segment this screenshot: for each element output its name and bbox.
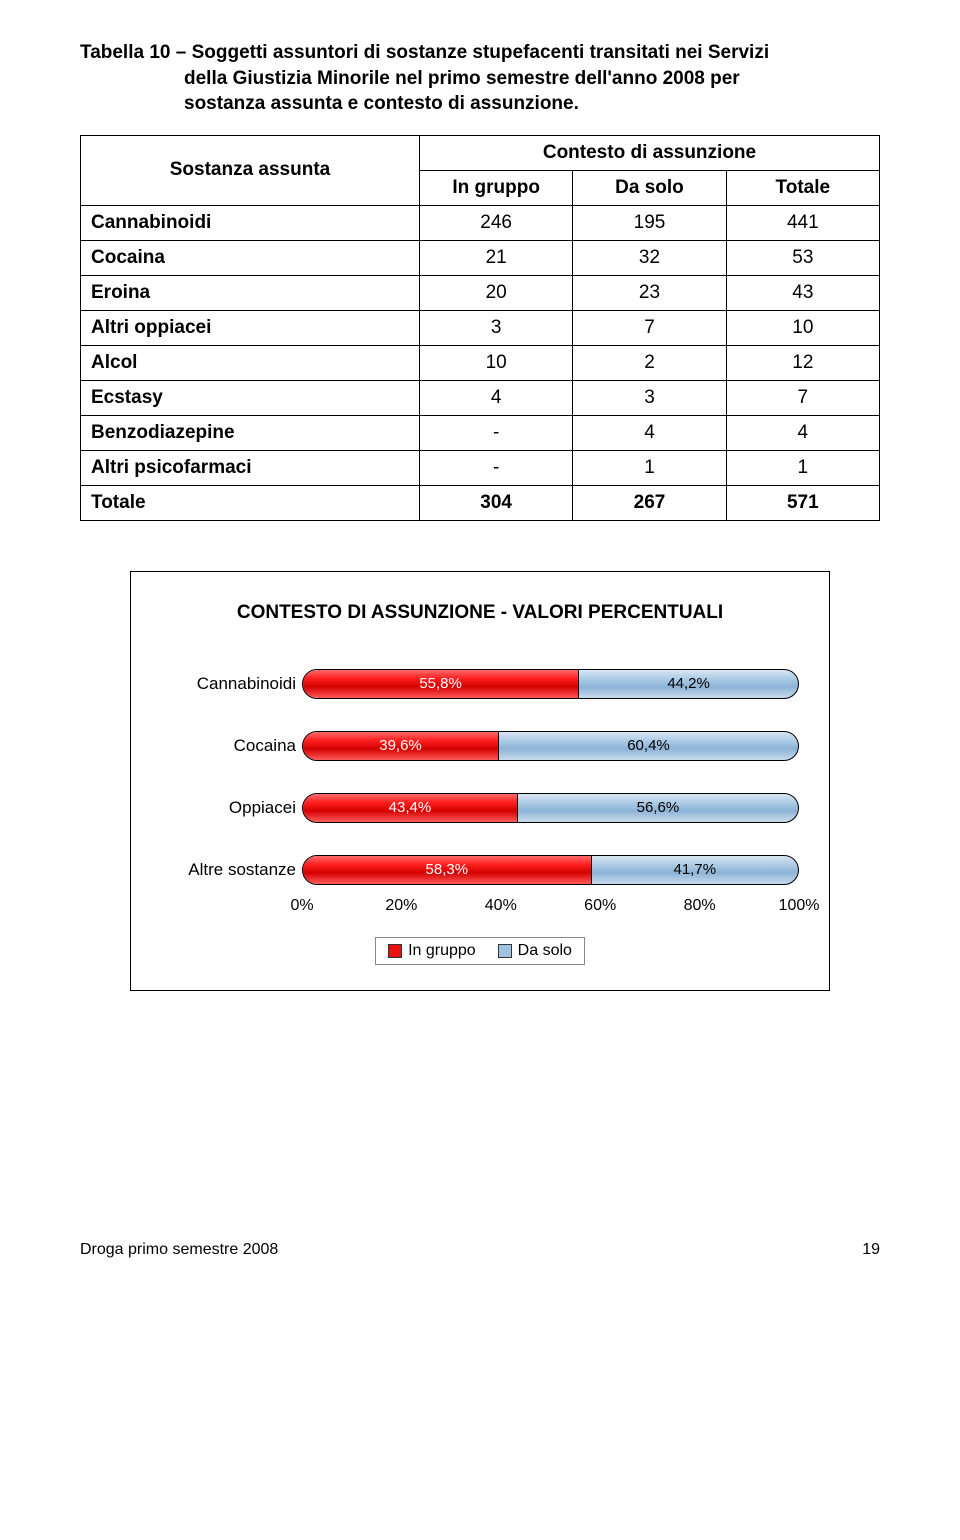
col-header-2: Totale: [726, 170, 879, 205]
bar-row: Cannabinoidi55,8%44,2%: [161, 669, 799, 699]
cell-value: 441: [726, 205, 879, 240]
chart-container: CONTESTO DI ASSUNZIONE - VALORI PERCENTU…: [130, 571, 830, 991]
cell-value: 12: [726, 345, 879, 380]
cell-value: 2: [573, 345, 726, 380]
cell-value: 3: [419, 310, 572, 345]
bar-label: Altre sostanze: [161, 860, 302, 880]
stacked-bar: 58,3%41,7%: [302, 855, 799, 885]
axis-tick: 100%: [779, 897, 820, 915]
row-label: Altri psicofarmaci: [81, 450, 420, 485]
legend-item-red: In gruppo: [388, 942, 476, 960]
stacked-bar: 39,6%60,4%: [302, 731, 799, 761]
total-val-0: 304: [419, 485, 572, 520]
table-row: Alcol10212: [81, 345, 880, 380]
square-icon: [498, 944, 512, 958]
bar-segment-blue: 56,6%: [518, 794, 798, 822]
page-footer: Droga primo semestre 2008 19: [80, 1241, 880, 1259]
row-header: Sostanza assunta: [81, 135, 420, 205]
cell-value: 43: [726, 275, 879, 310]
cell-value: 23: [573, 275, 726, 310]
cell-value: 53: [726, 240, 879, 275]
bar-label: Oppiacei: [161, 798, 302, 818]
row-label: Eroina: [81, 275, 420, 310]
bar-label: Cannabinoidi: [161, 674, 302, 694]
bar-segment-red: 43,4%: [303, 794, 518, 822]
cell-value: 10: [419, 345, 572, 380]
cell-value: 1: [573, 450, 726, 485]
bar-row: Oppiacei43,4%56,6%: [161, 793, 799, 823]
bar-segment-blue: 60,4%: [499, 732, 798, 760]
total-val-2: 571: [726, 485, 879, 520]
x-axis: 0%20%40%60%80%100%: [161, 897, 799, 919]
footer-page-number: 19: [862, 1241, 880, 1259]
cell-value: 7: [573, 310, 726, 345]
legend-item-blue: Da solo: [498, 942, 572, 960]
title-line-3: sostanza assunta e contesto di assunzion…: [80, 91, 880, 117]
footer-left: Droga primo semestre 2008: [80, 1241, 278, 1259]
cell-value: 195: [573, 205, 726, 240]
cell-value: 21: [419, 240, 572, 275]
cell-value: 1: [726, 450, 879, 485]
table-row: Altri psicofarmaci-11: [81, 450, 880, 485]
legend: In gruppo Da solo: [161, 937, 799, 965]
legend-label-0: In gruppo: [408, 942, 476, 960]
bar-segment-blue: 44,2%: [579, 670, 798, 698]
cell-value: -: [419, 450, 572, 485]
square-icon: [388, 944, 402, 958]
axis-tick: 20%: [385, 897, 417, 915]
page: Tabella 10 – Soggetti assuntori di sosta…: [0, 0, 960, 1289]
table-row: Eroina202343: [81, 275, 880, 310]
row-label: Cocaina: [81, 240, 420, 275]
bar-segment-blue: 41,7%: [592, 856, 798, 884]
table-row: Cocaina213253: [81, 240, 880, 275]
title-line-2: della Giustizia Minorile nel primo semes…: [80, 66, 880, 92]
table-title: Tabella 10 – Soggetti assuntori di sosta…: [80, 40, 880, 117]
bar-row: Altre sostanze58,3%41,7%: [161, 855, 799, 885]
axis-tick: 0%: [290, 897, 313, 915]
row-label: Ecstasy: [81, 380, 420, 415]
row-label: Altri oppiacei: [81, 310, 420, 345]
cell-value: 32: [573, 240, 726, 275]
axis-tick: 60%: [584, 897, 616, 915]
bar-segment-red: 55,8%: [303, 670, 579, 698]
axis-tick: 80%: [684, 897, 716, 915]
total-row: Totale 304 267 571: [81, 485, 880, 520]
title-line-1: Tabella 10 – Soggetti assuntori di sosta…: [80, 42, 769, 63]
total-val-1: 267: [573, 485, 726, 520]
cell-value: 4: [573, 415, 726, 450]
cell-value: -: [419, 415, 572, 450]
total-label: Totale: [81, 485, 420, 520]
cell-value: 20: [419, 275, 572, 310]
col-header-1: Da solo: [573, 170, 726, 205]
table-row: Altri oppiacei3710: [81, 310, 880, 345]
stacked-bar: 55,8%44,2%: [302, 669, 799, 699]
col-header-0: In gruppo: [419, 170, 572, 205]
cell-value: 4: [726, 415, 879, 450]
cell-value: 3: [573, 380, 726, 415]
row-label: Benzodiazepine: [81, 415, 420, 450]
axis-tick: 40%: [485, 897, 517, 915]
chart-title: CONTESTO DI ASSUNZIONE - VALORI PERCENTU…: [161, 602, 799, 624]
legend-label-1: Da solo: [518, 942, 572, 960]
cell-value: 246: [419, 205, 572, 240]
data-table: Sostanza assunta Contesto di assunzione …: [80, 135, 880, 521]
bar-segment-red: 39,6%: [303, 732, 499, 760]
bar-row: Cocaina39,6%60,4%: [161, 731, 799, 761]
legend-box: In gruppo Da solo: [375, 937, 585, 965]
table-row: Ecstasy437: [81, 380, 880, 415]
stacked-bar: 43,4%56,6%: [302, 793, 799, 823]
cell-value: 10: [726, 310, 879, 345]
bar-segment-red: 58,3%: [303, 856, 592, 884]
row-label: Alcol: [81, 345, 420, 380]
table-row: Benzodiazepine-44: [81, 415, 880, 450]
bar-label: Cocaina: [161, 736, 302, 756]
cell-value: 7: [726, 380, 879, 415]
table-row: Cannabinoidi246195441: [81, 205, 880, 240]
group-header: Contesto di assunzione: [419, 135, 879, 170]
row-label: Cannabinoidi: [81, 205, 420, 240]
cell-value: 4: [419, 380, 572, 415]
